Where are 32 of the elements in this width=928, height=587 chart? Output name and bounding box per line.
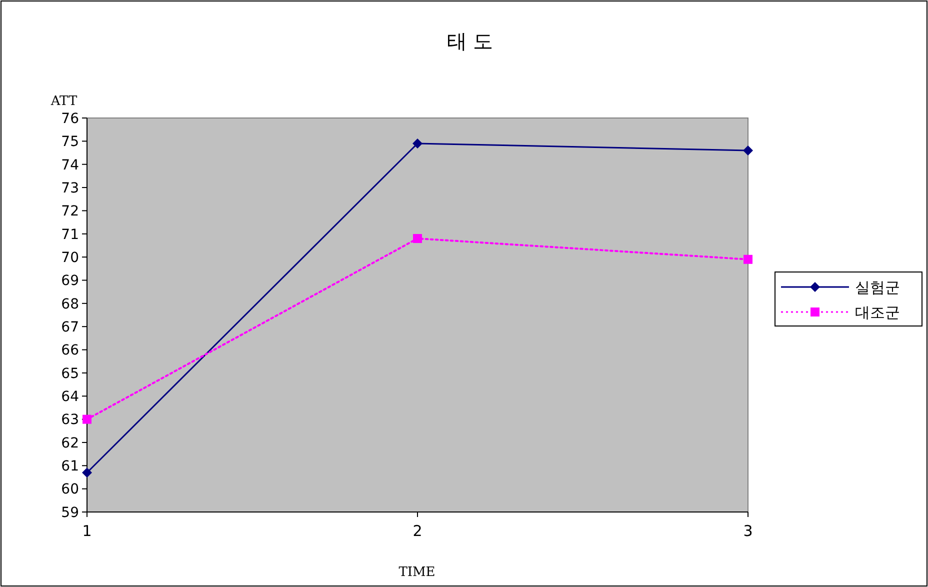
point bbox=[82, 414, 92, 424]
y-tick-label: 59 bbox=[61, 504, 79, 521]
point bbox=[412, 138, 422, 148]
x-axis-title: TIME bbox=[398, 565, 436, 580]
y-tick-label: 69 bbox=[61, 273, 79, 290]
legend-label: 대조군 bbox=[855, 303, 900, 322]
y-tick-label: 68 bbox=[61, 296, 79, 312]
point bbox=[744, 254, 752, 264]
y-tick-label: 74 bbox=[61, 157, 80, 174]
y-tick-label: 76 bbox=[61, 110, 80, 127]
y-tick-label: 60 bbox=[61, 482, 79, 498]
y-tick-label: 67 bbox=[61, 319, 79, 336]
y-tick-label: 62 bbox=[61, 435, 79, 452]
legend-label: 실험군 bbox=[855, 278, 900, 296]
x-tick-label: 2 bbox=[412, 522, 422, 540]
x-tick-label: 1 bbox=[82, 522, 92, 540]
y-tick-label: 66 bbox=[61, 342, 80, 359]
y-tick-label: 73 bbox=[61, 180, 79, 196]
chart-title: 태 도 bbox=[446, 29, 494, 53]
y-tick-label: 72 bbox=[61, 204, 79, 220]
point bbox=[82, 468, 92, 478]
y-tick-label: 71 bbox=[61, 226, 79, 243]
y-tick-label: 61 bbox=[61, 458, 79, 475]
y-tick-label: 64 bbox=[61, 389, 80, 406]
y-axis-title: ATT bbox=[50, 94, 78, 109]
point bbox=[743, 145, 753, 156]
y-tick-label: 70 bbox=[61, 250, 79, 266]
y-tick-label: 65 bbox=[61, 366, 79, 382]
x-tick-label: 3 bbox=[743, 522, 753, 540]
point bbox=[413, 234, 422, 244]
y-tick-label: 75 bbox=[61, 134, 79, 150]
y-tick-label: 63 bbox=[61, 412, 79, 428]
